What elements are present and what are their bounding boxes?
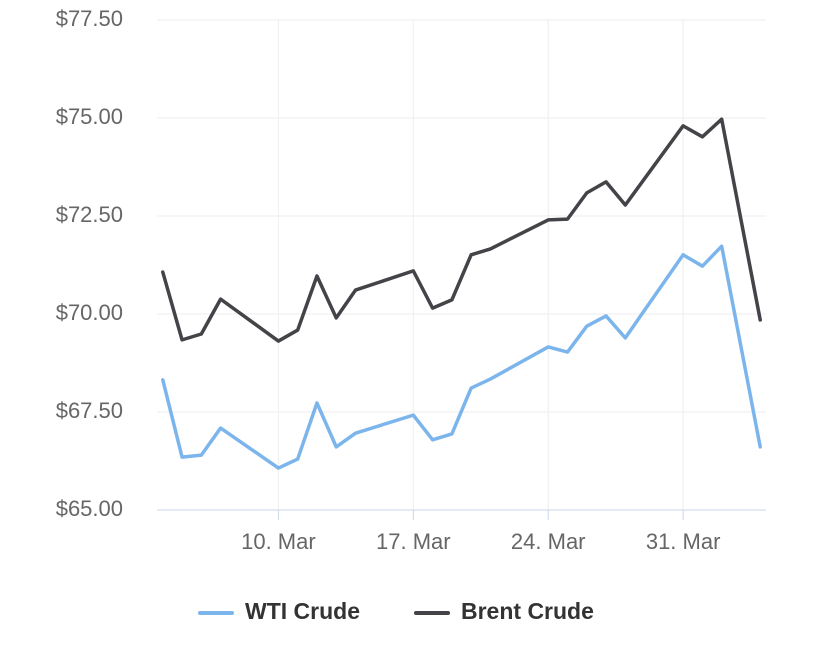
y-tick-label: $77.50 (56, 6, 123, 31)
y-tick-label: $75.00 (56, 104, 123, 129)
line-series (161, 244, 762, 470)
legend-label: Brent Crude (461, 598, 594, 624)
x-tick-label: 24. Mar (511, 529, 586, 554)
y-tick-label: $67.50 (56, 398, 123, 423)
x-tick-label: 17. Mar (376, 529, 451, 554)
x-tick-label: 31. Mar (646, 529, 721, 554)
y-tick-label: $70.00 (56, 300, 123, 325)
y-tick-label: $65.00 (56, 496, 123, 521)
x-tick-label: 10. Mar (241, 529, 316, 554)
line-series (161, 117, 762, 343)
legend-label: WTI Crude (245, 598, 360, 624)
y-tick-label: $72.50 (56, 202, 123, 227)
